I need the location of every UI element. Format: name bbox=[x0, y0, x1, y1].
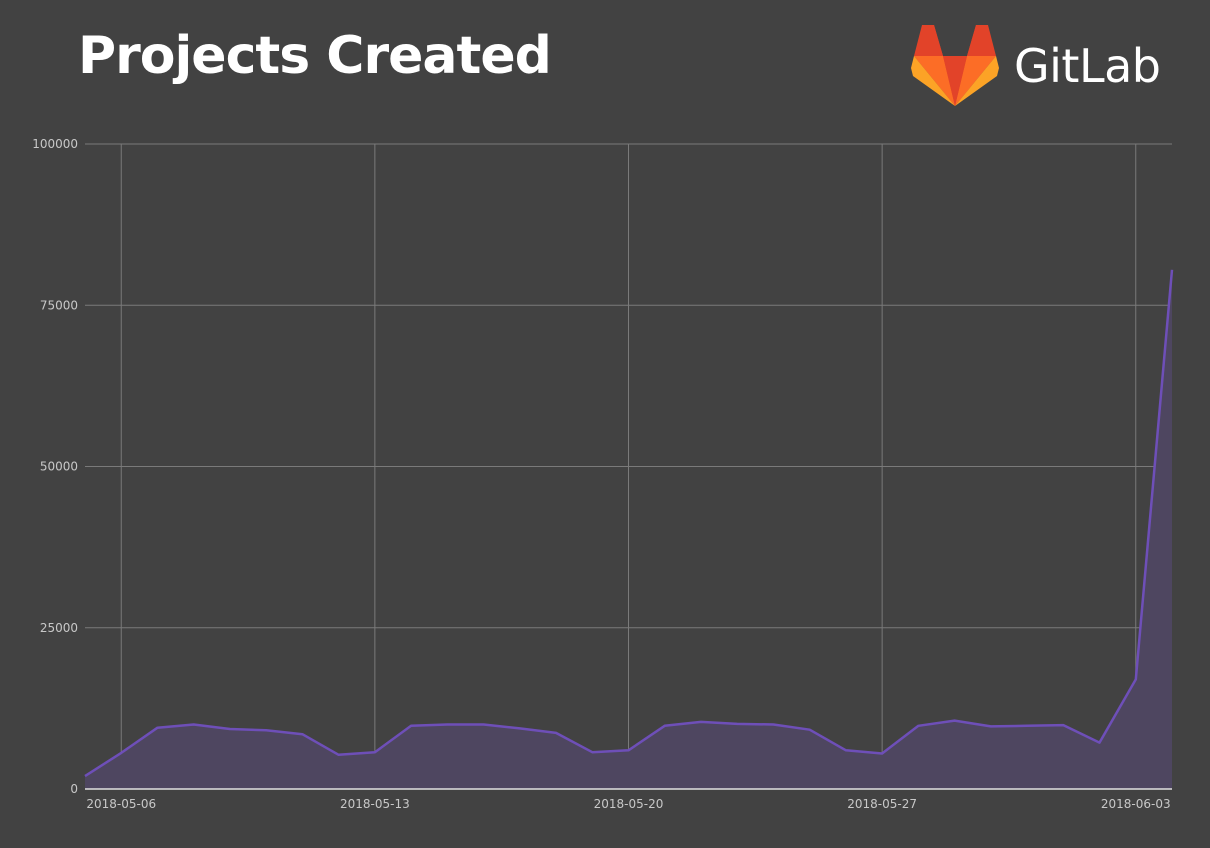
x-tick-label: 2018-05-27 bbox=[847, 797, 917, 811]
logo-text: GitLab bbox=[1014, 39, 1161, 93]
x-tick-label: 2018-06-03 bbox=[1101, 797, 1171, 811]
y-axis-labels: 0 25000 50000 75000 100000 bbox=[32, 137, 78, 796]
x-tick-label: 2018-05-06 bbox=[86, 797, 156, 811]
series-line bbox=[84, 269, 1174, 778]
y-tick-label: 100000 bbox=[32, 137, 78, 151]
series-area bbox=[85, 269, 1172, 789]
x-tick-label: 2018-05-20 bbox=[594, 797, 664, 811]
y-tick-label: 25000 bbox=[40, 621, 78, 635]
gitlab-logo: GitLab bbox=[910, 24, 1161, 108]
x-axis-labels: 2018-05-06 2018-05-13 2018-05-20 2018-05-27… bbox=[86, 797, 1170, 811]
gridlines bbox=[85, 143, 1172, 789]
y-tick-label: 75000 bbox=[40, 298, 78, 312]
gitlab-tanuki-icon bbox=[911, 25, 999, 106]
x-tick-label: 2018-05-13 bbox=[340, 797, 410, 811]
y-tick-label: 50000 bbox=[40, 460, 78, 474]
y-tick-label: 0 bbox=[70, 782, 78, 796]
page-title: Projects Created bbox=[78, 26, 552, 86]
